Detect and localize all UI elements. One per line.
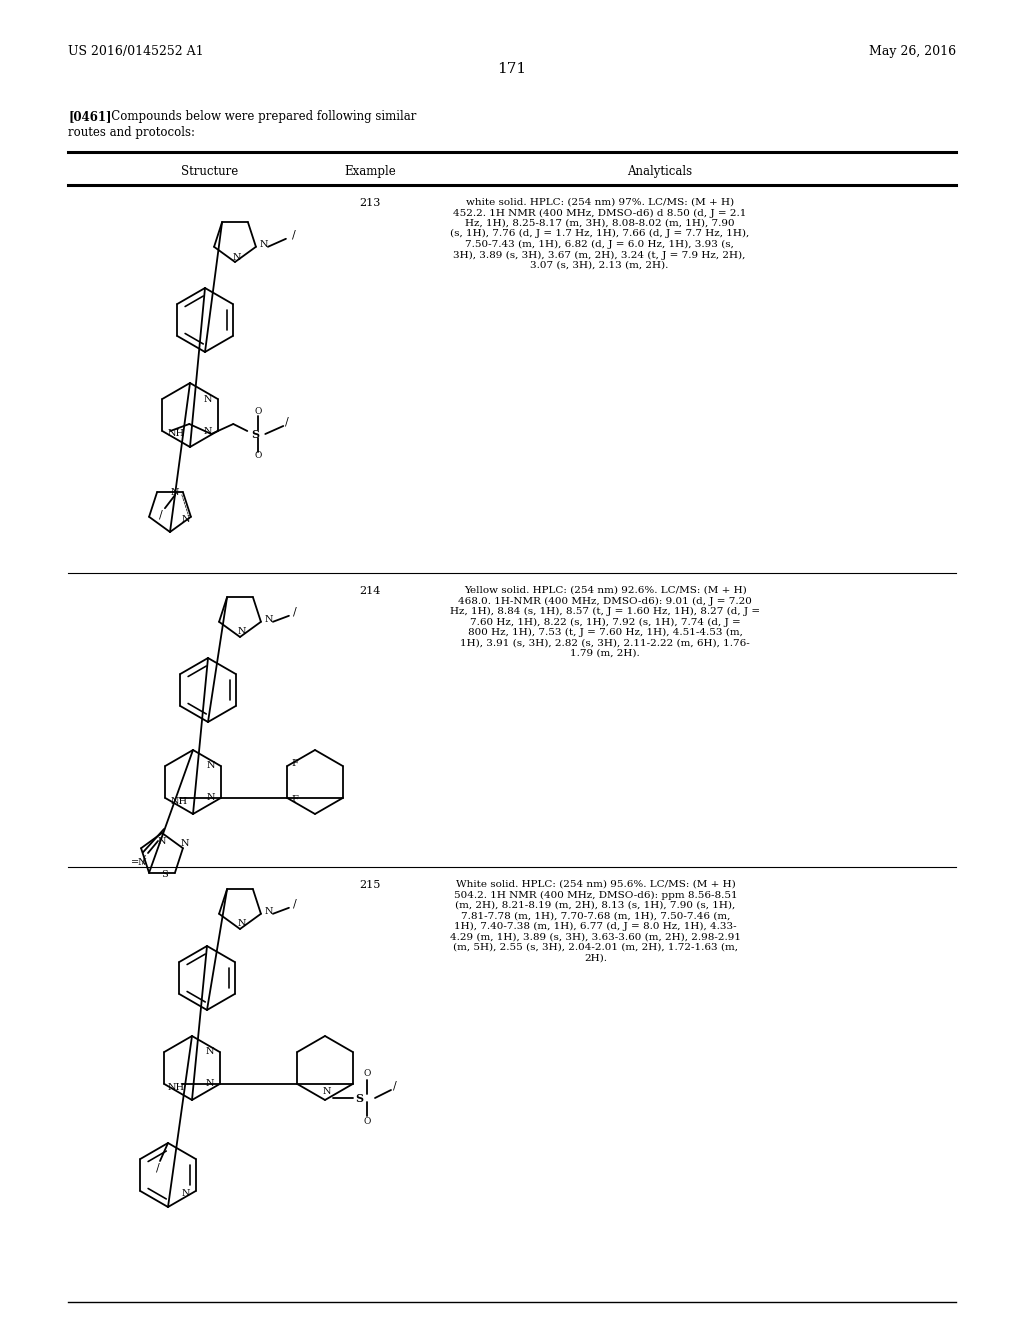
Text: O: O [364,1118,371,1126]
Text: N: N [232,252,242,261]
Text: N: N [181,1188,190,1197]
Text: N: N [323,1088,331,1097]
Text: N: N [207,762,215,771]
Text: 214: 214 [359,586,381,597]
Text: =N: =N [131,858,147,867]
Text: N: N [260,240,268,249]
Text: /: / [293,607,297,616]
Text: white solid. HPLC: (254 nm) 97%. LC/MS: (M + H)
452.2. 1H NMR (400 MHz, DMSO-d6): white solid. HPLC: (254 nm) 97%. LC/MS: … [450,198,750,271]
Text: Structure: Structure [181,165,239,178]
Text: /: / [156,1162,160,1172]
Text: N: N [206,1048,214,1056]
Text: Analyticals: Analyticals [628,165,692,178]
Text: N: N [238,919,246,928]
Text: NH: NH [167,429,184,438]
Text: Example: Example [344,165,396,178]
Text: Yellow solid. HPLC: (254 nm) 92.6%. LC/MS: (M + H)
468.0. 1H-NMR (400 MHz, DMSO-: Yellow solid. HPLC: (254 nm) 92.6%. LC/M… [450,586,760,657]
Text: /: / [292,230,296,240]
Text: US 2016/0145252 A1: US 2016/0145252 A1 [68,45,204,58]
Text: F: F [292,759,299,768]
Text: NH: NH [167,1082,184,1092]
Text: May 26, 2016: May 26, 2016 [869,45,956,58]
Text: N: N [207,793,215,803]
Text: N: N [238,627,246,635]
Text: routes and protocols:: routes and protocols: [68,125,195,139]
Text: S: S [251,429,259,440]
Text: [0461]: [0461] [68,110,112,123]
Text: O: O [255,451,262,461]
Text: /: / [142,854,145,865]
Text: N: N [158,837,166,846]
Text: S: S [355,1093,362,1104]
Text: N: N [204,395,212,404]
Text: N: N [180,838,189,847]
Text: /: / [286,417,289,426]
Text: N: N [181,515,190,524]
Text: N: N [264,907,273,916]
Text: F: F [292,796,299,804]
Text: NH: NH [170,796,187,805]
Text: N: N [171,487,179,496]
Text: /: / [159,510,163,519]
Text: /: / [293,899,297,908]
Text: N: N [206,1080,214,1089]
Text: 215: 215 [359,880,381,890]
Text: O: O [364,1069,371,1078]
Text: S: S [162,870,168,879]
Text: N: N [264,615,273,624]
Text: O: O [255,408,262,417]
Text: Compounds below were prepared following similar: Compounds below were prepared following … [100,110,417,123]
Text: 171: 171 [498,62,526,77]
Text: White solid. HPLC: (254 nm) 95.6%. LC/MS: (M + H)
504.2. 1H NMR (400 MHz, DMSO-d: White solid. HPLC: (254 nm) 95.6%. LC/MS… [450,880,741,962]
Text: 213: 213 [359,198,381,209]
Text: N: N [204,426,212,436]
Text: /: / [393,1081,397,1092]
